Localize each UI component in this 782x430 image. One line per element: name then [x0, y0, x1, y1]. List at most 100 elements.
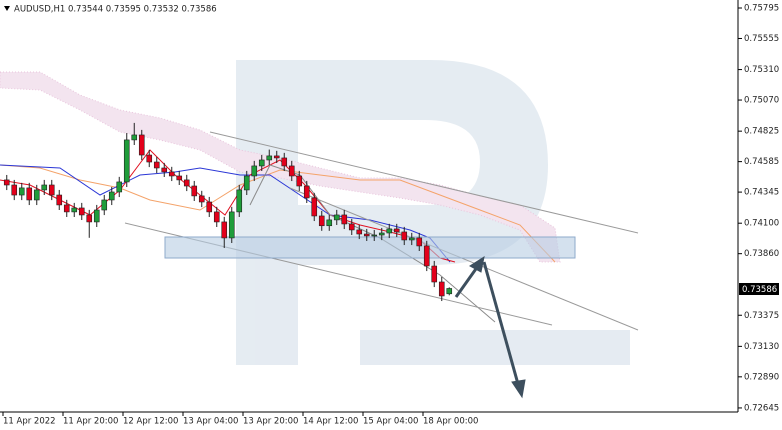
candle-body: [251, 165, 258, 177]
price-tag: 0.73586: [739, 283, 779, 295]
ichimoku-cloud: [0, 71, 561, 263]
candle-body: [26, 187, 33, 201]
x-tick-label: 12 Apr 12:00: [123, 417, 178, 427]
candle-body: [438, 281, 445, 297]
candle-body: [431, 265, 438, 283]
candle-body: [183, 179, 190, 187]
current-price: 0.73586: [742, 285, 777, 295]
candle-body: [371, 234, 378, 237]
x-tick-label: 13 Apr 04:00: [183, 417, 238, 427]
y-tick-label: 0.72645: [744, 403, 779, 413]
y-tick-label: 0.73130: [744, 342, 779, 352]
x-tick-label: 14 Apr 12:00: [303, 417, 358, 427]
candle-body: [108, 191, 115, 201]
x-tick-label: 11 Apr 20:00: [63, 417, 118, 427]
x-tick-label: 15 Apr 04:00: [363, 417, 418, 427]
y-tick-label: 0.75310: [744, 65, 779, 75]
candle-body: [11, 184, 18, 196]
candle-body: [258, 159, 265, 167]
y-tick-label: 0.75070: [744, 96, 779, 106]
senkou-line: [0, 164, 556, 263]
candle-body: [386, 228, 393, 234]
candle-body: [416, 237, 423, 247]
candle-body: [363, 233, 370, 237]
candle-body: [326, 219, 333, 227]
candle-body: [318, 215, 325, 227]
candle-body: [378, 232, 385, 236]
x-tick-label: 18 Apr 00:00: [423, 417, 478, 427]
candle-body: [446, 288, 453, 295]
candle-body: [116, 181, 123, 193]
candle-body: [303, 185, 310, 199]
candle-body: [236, 189, 243, 213]
candle-body: [333, 214, 340, 221]
candle-body: [266, 155, 273, 161]
y-tick-label: 0.75555: [744, 34, 779, 44]
x-tick-label: 13 Apr 20:00: [243, 417, 298, 427]
y-tick-label: 0.74100: [744, 219, 779, 229]
arrow-up: [454, 265, 480, 298]
y-tick-label: 0.74345: [744, 188, 779, 198]
candle-body: [296, 175, 303, 187]
candle-body: [393, 228, 400, 233]
candle-body: [41, 184, 48, 191]
candle-body: [243, 175, 250, 191]
candle-body: [71, 207, 78, 213]
candles: [3, 122, 453, 302]
y-tick-label: 0.73860: [744, 249, 779, 259]
y-tick-label: 0.72890: [744, 372, 779, 382]
candle-body: [3, 179, 10, 186]
y-tick-label: 0.73375: [744, 311, 779, 321]
x-tick-label: 11 Apr 2022: [3, 417, 56, 427]
candle-body: [423, 245, 430, 267]
support-zone: [164, 236, 576, 259]
candle-body: [221, 221, 228, 239]
candle-body: [56, 194, 63, 206]
candle-body: [78, 207, 85, 216]
candle-body: [168, 171, 175, 177]
candle-body: [191, 185, 198, 197]
watermark-bar: [360, 330, 630, 365]
menu-triangle: [4, 6, 10, 11]
candle-body: [33, 189, 40, 201]
candle-body: [281, 157, 288, 167]
candle-body: [341, 214, 348, 225]
price-tag-box: [739, 283, 779, 295]
candle-body: [101, 199, 108, 211]
candle-body: [131, 134, 138, 141]
candle-body: [18, 187, 25, 196]
candle-body: [213, 211, 220, 223]
y-tick-label: 0.74825: [744, 127, 779, 137]
y-tick-label: 0.75795: [744, 3, 779, 13]
candle-body: [153, 161, 160, 169]
watermark: [236, 60, 630, 365]
candle-body: [356, 229, 363, 235]
chart-title: AUDUSD,H1 0.73544 0.73595 0.73532 0.7358…: [14, 5, 217, 15]
trend-line: [209, 131, 639, 234]
candle-body: [86, 214, 93, 223]
candle-body: [288, 165, 295, 177]
candle-body: [146, 154, 153, 163]
chikou-channel: [249, 164, 496, 323]
candle-body: [138, 134, 145, 156]
candle-body: [273, 155, 280, 159]
arrow-head: [511, 379, 526, 399]
candle-body: [161, 167, 168, 173]
candle-body: [228, 211, 235, 239]
forecast-arrows: [454, 255, 526, 399]
candle-body: [401, 231, 408, 241]
candle-body: [408, 237, 415, 241]
watermark-r: [236, 60, 548, 365]
candle-body: [93, 209, 100, 223]
candle-body: [63, 204, 70, 213]
candle-body: [311, 197, 318, 217]
arrow-head: [469, 255, 485, 273]
candle-body: [176, 175, 183, 181]
trend-line: [289, 187, 639, 331]
candle-body: [348, 223, 355, 231]
candle-body: [48, 184, 55, 196]
candle-body: [206, 201, 213, 213]
candle-body: [198, 195, 205, 203]
candle-body: [123, 139, 130, 183]
